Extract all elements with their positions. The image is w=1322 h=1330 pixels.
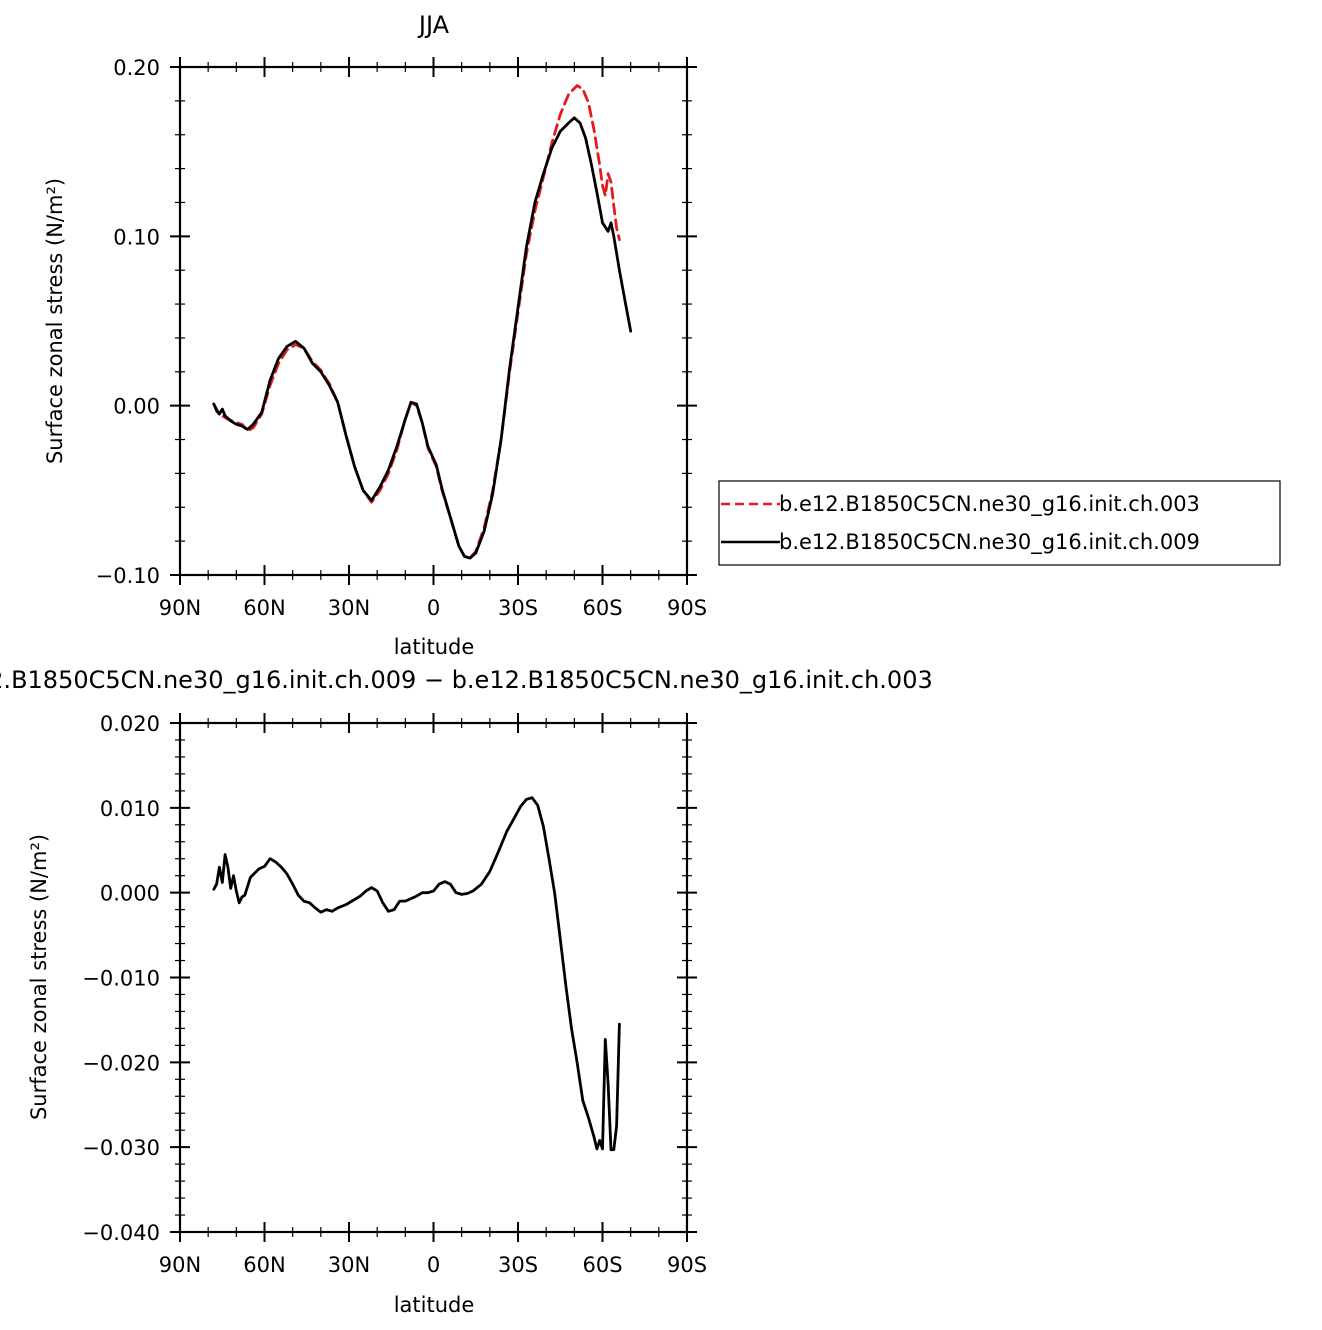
plot-frame [178,65,689,577]
x-tick-label: 0 [427,596,440,620]
series-line-1 [212,116,633,560]
y-tick-label: 0.00 [113,395,160,419]
y-tick-label: −0.10 [96,564,160,588]
top-chart-legend: b.e12.B1850C5CN.ne30_g16.init.ch.003 b.e… [718,480,1281,566]
legend-label-ch009: b.e12.B1850C5CN.ne30_g16.init.ch.009 [779,530,1200,555]
bottom-chart: b.e12.B1850C5CN.ne30_g16.init.ch.009 − b… [0,666,933,1317]
plot-frame [178,721,689,1234]
x-tick-label: 60S [582,1253,622,1277]
y-tick-label: −0.030 [82,1136,160,1160]
x-tick-label: 30S [498,1253,538,1277]
top-chart-series [212,84,633,560]
x-tick-label: 60S [582,596,622,620]
x-tick-label: 90N [159,1253,201,1277]
y-tick-label: 0.10 [113,225,160,249]
x-tick-label: 90S [667,596,707,620]
y-tick-label: 0.20 [113,56,160,80]
bottom-chart-axes: 90N 60N 30N 0 30S 60S 90S −0.040 −0.030 −0.020 −0.… [82,712,707,1277]
bottom-chart-title: b.e12.B1850C5CN.ne30_g16.init.ch.009 − b… [0,666,933,694]
top-chart-xlabel: latitude [394,635,475,659]
x-tick-label: 0 [427,1253,440,1277]
top-chart-title: JJA [417,11,450,39]
series-line-0 [212,84,621,560]
x-tick-label: 60N [243,1253,285,1277]
legend-label-ch003: b.e12.B1850C5CN.ne30_g16.init.ch.003 [779,492,1200,517]
x-tick-label: 30S [498,596,538,620]
y-tick-label: 0.010 [100,797,160,821]
x-tick-label: 60N [243,596,285,620]
top-chart-ylabel: Surface zonal stress (N/m²) [43,178,67,464]
y-tick-label: −0.040 [82,1221,160,1245]
x-tick-label: 90S [667,1253,707,1277]
x-tick-label: 30N [328,596,370,620]
top-chart: JJA 90N 60N 30N 0 30S 60S 90S −0.10 0.00 0.10 0.20… [43,11,707,659]
x-tick-label: 30N [328,1253,370,1277]
y-tick-label: −0.010 [82,967,160,991]
x-tick-label: 90N [159,596,201,620]
legend-box [718,480,1281,566]
bottom-chart-ylabel: Surface zonal stress (N/m²) [27,834,51,1120]
bottom-chart-xlabel: latitude [394,1293,475,1317]
y-tick-label: 0.000 [100,882,160,906]
y-tick-label: 0.020 [100,712,160,736]
y-tick-label: −0.020 [82,1051,160,1075]
bottom-chart-series [212,796,621,1152]
top-chart-axes: 90N 60N 30N 0 30S 60S 90S −0.10 0.00 0.10 0.20 [96,56,707,620]
series-line-0 [212,796,621,1152]
